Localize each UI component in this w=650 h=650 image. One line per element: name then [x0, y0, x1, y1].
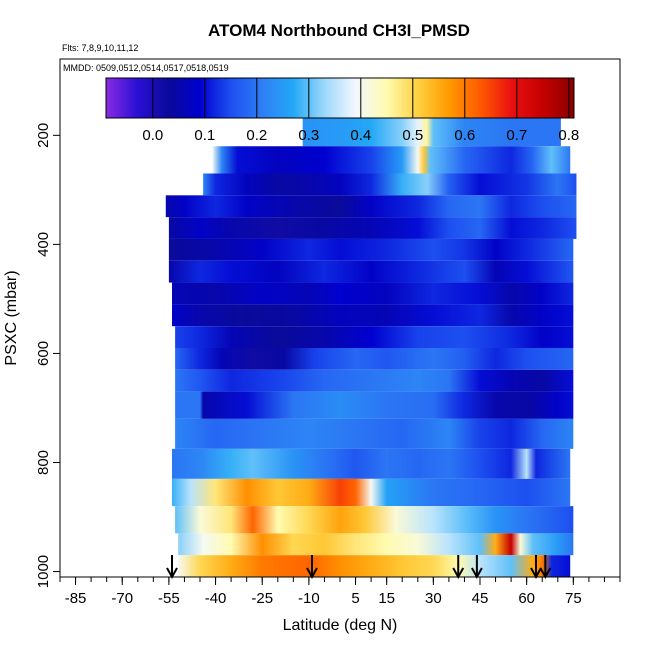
heatmap: [165, 116, 577, 577]
heatmap-band: [168, 217, 577, 239]
x-tick-label: -10: [298, 590, 320, 607]
y-tick-label: 400: [35, 232, 52, 257]
heatmap-band: [175, 326, 574, 348]
heatmap-band: [302, 116, 561, 147]
x-tick-label: 75: [565, 590, 582, 607]
arrow-marker: [306, 555, 318, 580]
colorbar-tick-label: 0.1: [194, 127, 215, 144]
heatmap-band: [175, 347, 574, 370]
arrow-marker: [539, 555, 552, 580]
x-tick-label: 15: [378, 590, 395, 607]
colorbar-tick-label: 0.4: [350, 127, 371, 144]
heatmap-band: [172, 448, 571, 479]
colorbar-tick-label: 0.7: [506, 127, 527, 144]
x-tick-label: -25: [251, 590, 273, 607]
colorbar-tick-label: 0.5: [402, 127, 423, 144]
arrow-marker: [166, 555, 178, 580]
colorbar: 0.0 0.1 0.2 0.3 0.4 0.5 0.6 0.7 0.8: [105, 77, 579, 144]
x-axis-label: Latitude (deg N): [283, 617, 398, 634]
x-tick-label: 5: [351, 590, 359, 607]
y-tick-label: 800: [35, 450, 52, 475]
y-axis-label: PSXC (mbar): [3, 270, 20, 365]
x-axis: -85 -70 -55 -40 -25 -10 5 15 30 45 60 75: [59, 577, 621, 607]
y-axis: 200 400 600 800 1000: [35, 123, 60, 588]
arrow-marker: [452, 555, 465, 580]
heatmap-band: [203, 173, 577, 196]
x-tick-label: 60: [518, 590, 535, 607]
colorbar-tick-label: 0.8: [558, 127, 579, 144]
arrow-marker: [471, 555, 483, 580]
heatmap-band: [175, 506, 574, 534]
flight-arrows: [166, 555, 552, 580]
y-tick-label: 1000: [35, 555, 52, 588]
arrow-marker: [530, 555, 542, 580]
heatmap-band: [175, 391, 574, 419]
y-tick-label: 600: [35, 341, 52, 366]
heatmap-band: [165, 195, 577, 218]
heatmap-band: [168, 260, 574, 283]
dates-label: MMDD: 0509,0512,0514,0517,0518,0519: [63, 63, 229, 73]
x-tick-label: 30: [425, 590, 442, 607]
flights-label: Flts: 7,8,9,10,11,12: [62, 43, 138, 53]
heatmap-band: [168, 238, 574, 261]
x-tick-label: -55: [158, 590, 180, 607]
y-tick-label: 200: [35, 123, 52, 148]
heatmap-band: [172, 478, 571, 507]
colorbar-ticks: 0.0 0.1 0.2 0.3 0.4 0.5 0.6 0.7 0.8: [142, 78, 579, 144]
heatmap-band: [175, 369, 574, 392]
colorbar-tick-label: 0.2: [246, 127, 267, 144]
heatmap-band: [178, 555, 571, 577]
heatmap-band: [172, 304, 574, 327]
colorbar-gradient: [105, 77, 575, 119]
heatmap-band: [175, 418, 574, 449]
x-tick-label: -70: [111, 590, 133, 607]
heatmap-band: [178, 533, 574, 556]
x-tick-label: -85: [65, 590, 87, 607]
heatmap-band: [212, 146, 571, 174]
chart-title: ATOM4 Northbound CH3I_PMSD: [208, 21, 470, 40]
colorbar-tick-label: 0.6: [454, 127, 475, 144]
x-tick-label: 45: [472, 590, 489, 607]
x-tick-label: -40: [205, 590, 227, 607]
colorbar-tick-label: 0.3: [298, 127, 319, 144]
heatmap-band: [172, 282, 574, 305]
colorbar-tick-label: 0.0: [142, 127, 163, 144]
